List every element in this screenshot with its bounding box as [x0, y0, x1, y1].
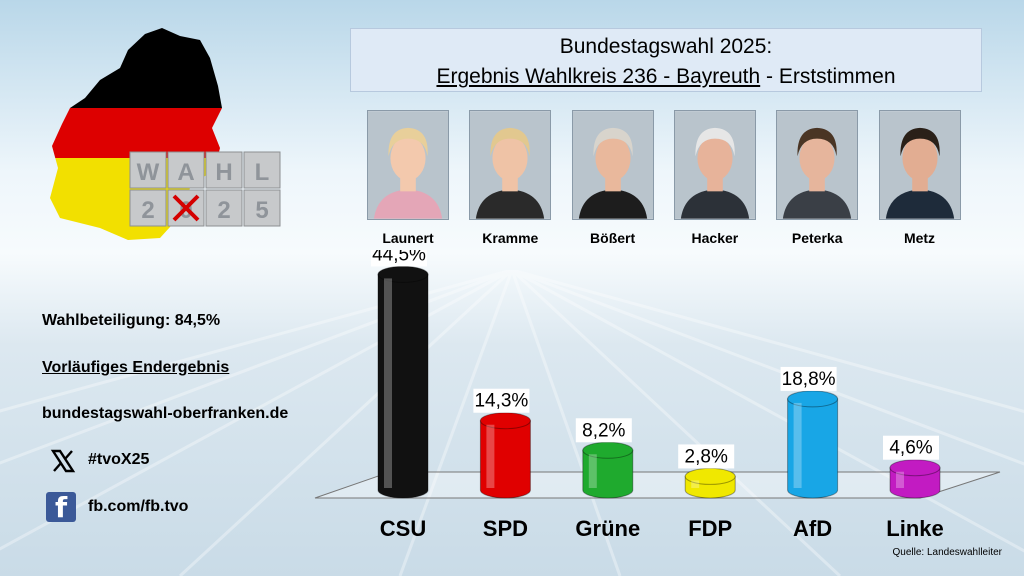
- title-district: Ergebnis Wahlkreis 236 - Bayreuth: [436, 65, 761, 88]
- bar-grüne: [582, 441, 634, 499]
- die-digit: 2: [141, 197, 154, 224]
- website-text: bundestagswahl-oberfranken.de: [42, 405, 289, 422]
- bar-highlight: [384, 278, 392, 488]
- bar-highlight: [691, 480, 700, 488]
- die-digit: 5: [255, 197, 268, 224]
- value-label-bg: [575, 418, 632, 443]
- germany-election-logo: W A H L 2 0 2 5: [50, 28, 281, 240]
- category-label: FDP: [688, 516, 732, 541]
- title-line-1: Bundestagswahl 2025:: [559, 35, 773, 58]
- bar-top: [889, 459, 941, 477]
- candidate-photo: [571, 110, 654, 220]
- bar-body: [889, 467, 941, 499]
- die-letter: A: [177, 159, 194, 186]
- die-letter: L: [255, 159, 270, 186]
- chart-title: Bundestagswahl 2025: Ergebnis Wahlkreis …: [350, 28, 982, 92]
- die-letter: W: [137, 159, 160, 186]
- candidate-card: Peterka: [776, 110, 859, 246]
- value-label-bg: [883, 435, 939, 460]
- bar-highlight: [896, 471, 904, 488]
- candidate-name: Launert: [382, 230, 434, 246]
- title-vote-type: - Erststimmen: [760, 65, 896, 88]
- category-label: Linke: [886, 516, 943, 541]
- value-label: 2,8%: [685, 446, 728, 467]
- candidate-photo: [878, 110, 961, 220]
- x-logo-icon: [50, 449, 76, 473]
- candidate-photo: [367, 110, 449, 220]
- candidate-card: Metz: [878, 110, 961, 246]
- bar-csu: [377, 265, 429, 499]
- bar-body: [582, 449, 634, 499]
- value-label: 44,5%: [372, 250, 426, 265]
- value-label-bg: [371, 250, 427, 267]
- value-label: 18,8%: [782, 369, 836, 390]
- category-label: AfD: [793, 516, 832, 541]
- value-label-bg: [678, 444, 735, 469]
- wahl-dice: W A H L 2 0 2 5: [129, 151, 281, 227]
- results-bar-chart: 44,5% CSU 14,3% SPD 8,2% Grüne 2,8% FDP 18,8% AfD…: [314, 250, 1001, 541]
- die-digit: 2: [217, 197, 230, 224]
- turnout-text: Wahlbeteiligung: 84,5%: [42, 312, 221, 329]
- hashtag-text: #tvoX25: [88, 451, 150, 468]
- value-label-bg: [780, 366, 837, 391]
- candidate-photo: [776, 110, 859, 220]
- bar-body: [787, 398, 839, 499]
- bar-spd: [479, 412, 531, 499]
- status-text: Vorläufiges Endergebnis: [42, 359, 230, 376]
- value-label: 4,6%: [889, 438, 932, 459]
- candidate-name: Metz: [903, 230, 936, 246]
- source-note: Quelle: Landeswahlleiter: [892, 547, 1002, 558]
- bar-body: [377, 273, 429, 499]
- bar-highlight: [486, 424, 495, 488]
- value-label: 14,3%: [474, 391, 528, 412]
- candidate-card: Kramme: [469, 110, 552, 246]
- value-label: 8,2%: [582, 420, 625, 441]
- candidate-card: Launert: [367, 110, 449, 246]
- candidate-name: Bößert: [590, 230, 636, 246]
- candidate-photo: [469, 110, 552, 220]
- die-letter: H: [215, 159, 232, 186]
- candidate-name: Hacker: [691, 230, 739, 246]
- title-line-2: Ergebnis Wahlkreis 236 - Bayreuth - Erst…: [351, 62, 981, 92]
- facebook-text: fb.com/fb.tvo: [88, 498, 189, 515]
- bar-linke: [889, 459, 941, 499]
- facebook-icon: f: [46, 492, 76, 523]
- candidate-photo: [673, 110, 756, 220]
- category-label: SPD: [483, 516, 528, 541]
- ballot-cross-icon: [172, 194, 200, 222]
- bar-top: [582, 441, 634, 459]
- candidate-card: Hacker: [673, 110, 756, 246]
- candidate-name: Peterka: [791, 230, 843, 246]
- candidate-name: Kramme: [482, 230, 539, 246]
- bar-afd: [787, 390, 839, 499]
- bar-highlight: [793, 402, 802, 488]
- category-label: Grüne: [575, 516, 640, 541]
- bar-body: [479, 420, 531, 499]
- bar-highlight: [588, 454, 597, 488]
- value-label-bg: [473, 388, 530, 413]
- category-label: CSU: [380, 516, 426, 541]
- candidate-card: Bößert: [571, 110, 654, 246]
- bar-fdp: [684, 467, 736, 499]
